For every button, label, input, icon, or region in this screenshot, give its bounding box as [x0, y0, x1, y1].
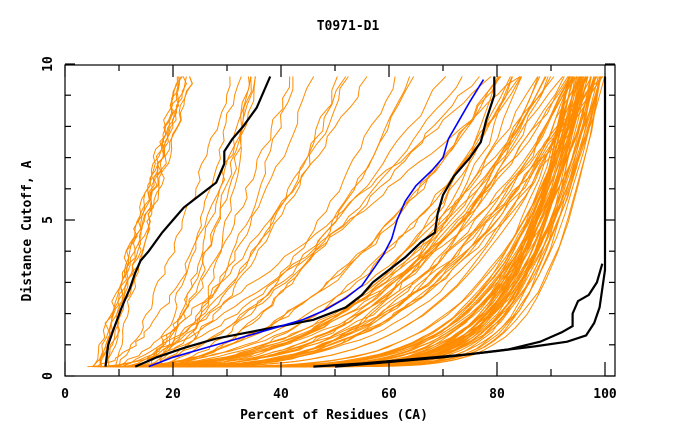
- model-curve: [137, 76, 463, 368]
- model-curve: [118, 76, 587, 368]
- model-curve: [99, 76, 513, 368]
- model-curve: [92, 76, 180, 367]
- model-curve: [147, 76, 242, 368]
- series-black-mid: [134, 76, 496, 368]
- chart-title: T0971-D1: [317, 19, 380, 34]
- x-tick-label: 80: [489, 387, 505, 402]
- model-curve: [180, 76, 570, 368]
- x-tick-label: 100: [593, 387, 617, 402]
- y-tick-label: 10: [41, 56, 56, 72]
- plot-area: [87, 76, 607, 368]
- model-curve: [151, 76, 546, 368]
- model-curve: [156, 76, 250, 368]
- model-curve: [193, 76, 603, 368]
- series-black-left: [104, 76, 272, 367]
- model-curve: [120, 76, 552, 368]
- axis-ticks: [64, 63, 615, 377]
- model-curve: [104, 76, 178, 367]
- model-curve: [115, 76, 589, 368]
- series-blue: [148, 79, 485, 368]
- model-curve: [247, 76, 601, 368]
- model-curve: [137, 76, 256, 368]
- model-curve: [121, 76, 565, 368]
- model-curve: [136, 76, 578, 368]
- model-curve: [129, 76, 291, 368]
- model-curve: [114, 76, 183, 367]
- model-curve: [140, 76, 349, 368]
- model-curve: [122, 76, 501, 368]
- model-curve: [100, 76, 447, 368]
- model-curve: [100, 76, 187, 367]
- model-curve: [124, 76, 580, 368]
- y-tick-labels: 0 5 10: [41, 56, 56, 380]
- y-axis-label: Distance Cutoff, A: [20, 160, 35, 301]
- x-tick-label: 60: [381, 387, 397, 402]
- model-curve: [151, 76, 415, 368]
- model-curve: [87, 76, 256, 368]
- model-curve: [112, 76, 368, 368]
- model-curve: [146, 76, 572, 368]
- model-curve: [128, 76, 602, 368]
- highlighted-curves: [104, 76, 607, 368]
- model-curve: [126, 76, 521, 368]
- x-tick-label: 20: [165, 387, 181, 402]
- x-tick-labels: 0 20 40 60 80 100: [61, 387, 617, 402]
- background-model-curves: [87, 76, 606, 368]
- model-curve: [116, 76, 231, 367]
- model-curve: [117, 76, 598, 368]
- y-tick-label: 0: [41, 372, 56, 380]
- y-tick-label: 5: [41, 216, 56, 224]
- model-curve: [100, 76, 347, 368]
- model-curve: [155, 76, 396, 368]
- model-curve: [157, 76, 252, 368]
- model-curve: [92, 76, 180, 367]
- x-axis-label: Percent of Residues (CA): [240, 408, 428, 423]
- model-curve: [160, 76, 573, 368]
- model-curve: [144, 76, 294, 368]
- x-tick-label: 40: [273, 387, 289, 402]
- model-curve: [156, 76, 411, 368]
- x-tick-label: 0: [61, 387, 69, 402]
- series-black-right-b: [334, 76, 607, 368]
